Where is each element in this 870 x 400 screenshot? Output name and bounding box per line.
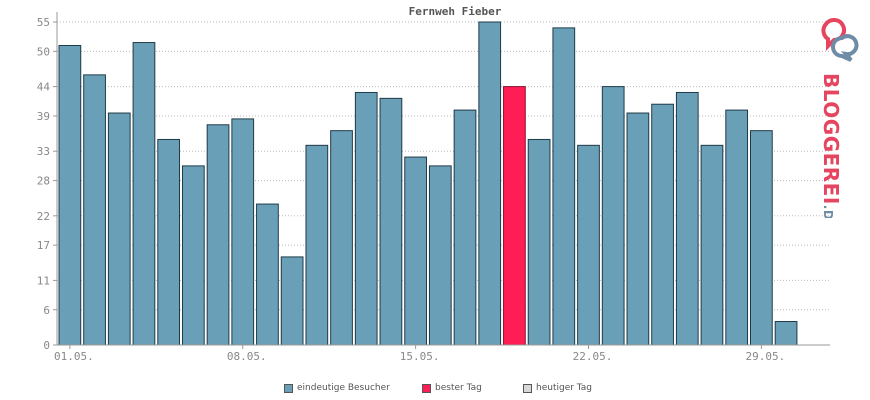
bar bbox=[231, 118, 255, 346]
y-tick-label: 11 bbox=[37, 274, 50, 287]
bar bbox=[305, 144, 329, 346]
y-tick-label: 33 bbox=[37, 145, 50, 158]
chart-legend: eindeutige Besucher bester Tag heutiger … bbox=[0, 383, 870, 399]
bar bbox=[626, 112, 650, 346]
y-tick-label: 22 bbox=[37, 210, 50, 223]
bar bbox=[58, 44, 82, 346]
legend-swatch-best-day bbox=[422, 383, 431, 393]
legend-swatch-today bbox=[523, 383, 532, 393]
bar bbox=[577, 144, 600, 346]
x-tick-label: 01.05. bbox=[54, 350, 94, 363]
legend-item-visitors: eindeutige Besucher bbox=[284, 383, 390, 393]
x-tick-label: 08.05. bbox=[227, 350, 267, 363]
legend-label-today: heutiger Tag bbox=[536, 383, 593, 393]
y-tick-label: 17 bbox=[37, 239, 50, 252]
bar bbox=[428, 165, 452, 346]
x-tick-label: 15.05. bbox=[400, 350, 440, 363]
y-tick-label: 6 bbox=[43, 304, 50, 317]
bar bbox=[453, 109, 477, 346]
bar bbox=[256, 203, 279, 346]
bar bbox=[725, 109, 749, 346]
bar-best-day bbox=[503, 86, 526, 346]
y-tick-label: 50 bbox=[37, 45, 50, 58]
bar bbox=[750, 130, 773, 346]
bar bbox=[181, 165, 205, 346]
bar bbox=[132, 42, 156, 346]
bar bbox=[83, 74, 106, 346]
logo-chat-bubbles-icon bbox=[821, 18, 859, 62]
x-tick-label: 22.05. bbox=[573, 350, 613, 363]
axes bbox=[56, 12, 830, 346]
y-tick-label: 39 bbox=[37, 110, 50, 123]
bar bbox=[527, 138, 551, 346]
y-tick-label: 44 bbox=[37, 81, 51, 94]
bar bbox=[552, 27, 576, 346]
bar bbox=[330, 130, 353, 346]
bar bbox=[774, 321, 798, 346]
legend-item-today: heutiger Tag bbox=[523, 383, 592, 393]
bar bbox=[157, 138, 181, 346]
bar bbox=[651, 103, 674, 346]
legend-swatch-visitors bbox=[284, 383, 293, 393]
bar bbox=[478, 21, 502, 346]
chart-title: Fernweh Fieber bbox=[409, 5, 502, 18]
bar bbox=[379, 97, 403, 346]
y-tick-label: 0 bbox=[43, 339, 50, 352]
legend-label-best-day: bester Tag bbox=[435, 383, 482, 393]
bar bbox=[601, 86, 625, 346]
legend-label-visitors: eindeutige Besucher bbox=[297, 383, 390, 393]
y-tick-label: 55 bbox=[37, 16, 50, 29]
bar bbox=[700, 144, 724, 346]
x-tick-label: 29.05. bbox=[745, 350, 785, 363]
bloggerei-logo: BLOGGEREI.DE bbox=[812, 18, 870, 229]
bar bbox=[354, 91, 378, 346]
bar bbox=[206, 124, 230, 346]
x-axis-ticks: 01.05. 08.05. 15.05. 22.05. 29.05. bbox=[54, 345, 785, 363]
bar bbox=[107, 112, 131, 346]
bar bbox=[280, 256, 304, 346]
logo-text: BLOGGEREI.DE bbox=[819, 73, 843, 218]
y-axis-ticks: 0 6 11 17 22 28 33 39 44 50 55 bbox=[37, 16, 57, 352]
legend-item-best-day: bester Tag bbox=[422, 383, 482, 393]
bar bbox=[675, 91, 699, 346]
bars bbox=[58, 21, 798, 346]
bar bbox=[404, 156, 427, 346]
y-tick-label: 28 bbox=[37, 175, 50, 188]
